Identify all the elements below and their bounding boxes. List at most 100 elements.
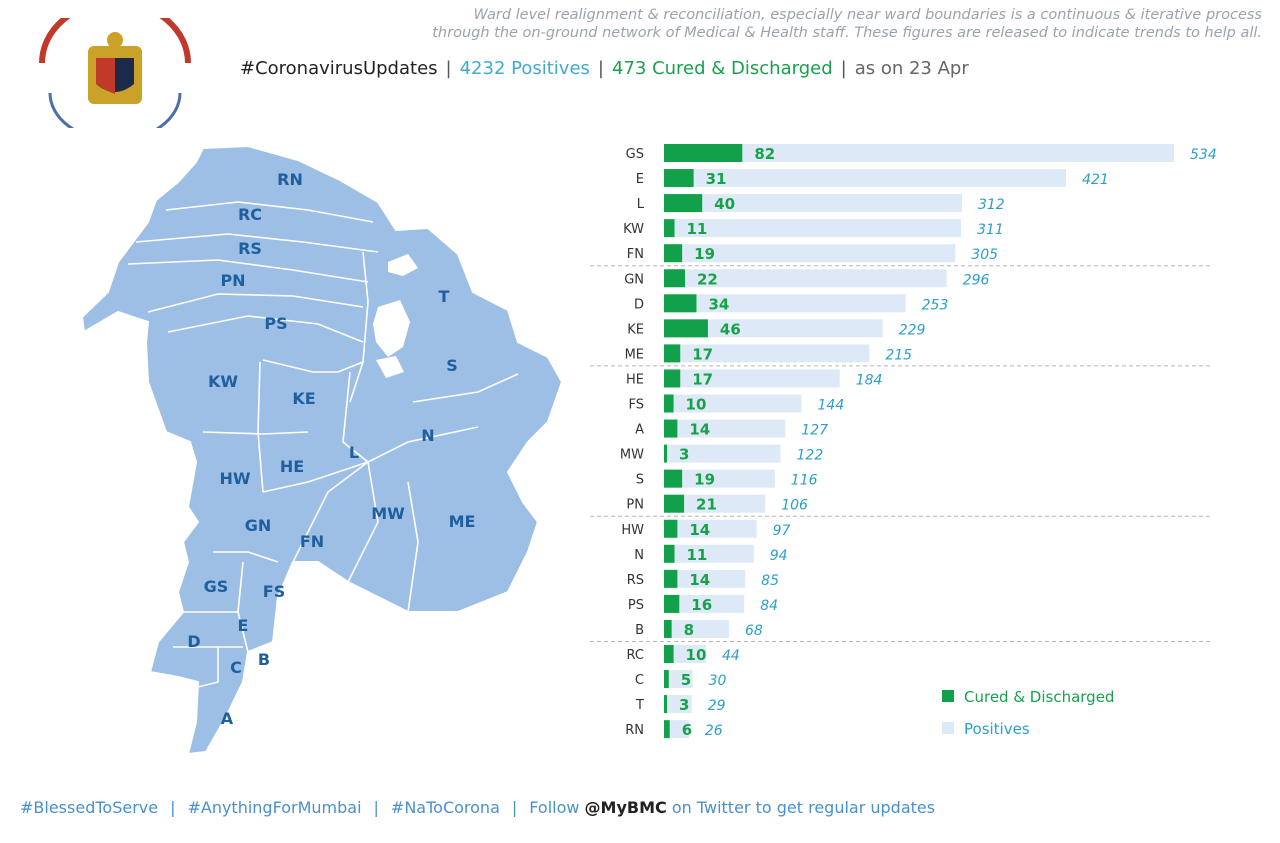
footer-hashtag-blessed[interactable]: #BlessedToServe <box>20 798 159 817</box>
cured-value-label: 82 <box>754 145 775 163</box>
ward-label: RN <box>277 170 303 189</box>
disclaimer-line-1: Ward level realignment & reconciliation,… <box>473 7 1262 23</box>
map-landmass <box>80 144 564 756</box>
positives-value-label: 127 <box>801 423 828 439</box>
category-label: MW <box>620 448 644 463</box>
footer-twitter-handle[interactable]: @MyBMC <box>584 798 667 817</box>
ward-boundary <box>202 431 309 435</box>
ward-label: B <box>258 650 270 669</box>
positives-bar <box>664 594 745 613</box>
positives-bar <box>664 194 962 213</box>
positives-value-label: 144 <box>818 398 845 414</box>
ward-label: E <box>238 616 249 635</box>
cured-bar <box>664 219 675 238</box>
category-label: FS <box>628 398 644 413</box>
logo-shield-red <box>96 58 115 94</box>
category-label: T <box>635 698 644 713</box>
category-label: A <box>635 423 644 438</box>
ward-label: L <box>349 443 359 462</box>
cured-bar <box>664 319 708 338</box>
disclaimer-line-2: through the on-ground network of Medical… <box>432 25 1262 41</box>
positives-value-label: 312 <box>978 197 1005 213</box>
ward-boundary <box>197 647 219 688</box>
positives-bar <box>664 494 766 513</box>
positives-bar <box>664 319 883 338</box>
positives-bar <box>664 544 754 563</box>
ward-boundary <box>135 233 379 253</box>
ward-label: N <box>421 426 434 445</box>
logo-arc-text <box>39 18 191 64</box>
positives-bar <box>664 369 840 388</box>
cured-value-label: 8 <box>684 621 694 639</box>
bmc-logo <box>39 18 191 128</box>
category-label: FN <box>627 247 644 262</box>
positives-value-label: 30 <box>709 673 727 689</box>
positives-value-label: 229 <box>899 322 926 338</box>
cured-value-label: 3 <box>679 696 689 714</box>
positives-value-label: 116 <box>791 473 818 489</box>
positives-bar <box>664 670 693 689</box>
cured-value-label: 17 <box>692 370 713 388</box>
ward-label: C <box>230 658 242 677</box>
category-label: HE <box>626 372 644 387</box>
ward-label: GN <box>245 516 272 535</box>
cured-bar <box>664 695 667 714</box>
ward-boundaries <box>127 201 519 688</box>
legend-positives-swatch <box>942 722 954 734</box>
positives-value-label: 215 <box>885 347 912 363</box>
cured-value-label: 31 <box>706 170 727 188</box>
ward-boundary <box>292 461 369 563</box>
ward-label: RC <box>238 205 262 224</box>
positives-value-label: 534 <box>1190 147 1217 163</box>
positives-value-label: 29 <box>708 698 726 714</box>
category-label: D <box>634 297 644 312</box>
positives-value-label: 296 <box>963 272 990 288</box>
logo-crest <box>107 32 123 48</box>
cured-bar <box>664 494 685 513</box>
positives-value-label: 122 <box>797 448 824 464</box>
ward-label: PS <box>264 314 287 333</box>
cured-bar <box>664 419 678 438</box>
category-label: RC <box>627 648 644 663</box>
category-label: PN <box>626 498 644 513</box>
cured-value-label: 11 <box>687 220 708 238</box>
cured-bar <box>664 670 669 689</box>
footer-follow: Follow <box>529 798 580 817</box>
ward-boundary <box>213 551 279 563</box>
footer-hashtag-anything[interactable]: #AnythingForMumbai <box>187 798 362 817</box>
map-lake <box>373 300 410 357</box>
positives-value-label: 184 <box>856 372 883 388</box>
ward-label: HW <box>219 469 250 488</box>
disclaimer: Ward level realignment & reconciliation,… <box>222 6 1262 42</box>
positives-bar <box>664 519 757 538</box>
footer-separator: | <box>373 798 379 817</box>
ward-label: A <box>221 709 234 728</box>
positives-bar <box>664 344 870 363</box>
positives-bar <box>664 169 1067 188</box>
positives-value-label: 26 <box>705 723 723 739</box>
positives-bar <box>664 269 947 288</box>
headline-cured: 473 Cured & Discharged <box>612 58 833 79</box>
legend-cured-swatch <box>942 690 954 702</box>
cured-value-label: 3 <box>679 446 689 464</box>
cured-value-label: 19 <box>694 471 715 489</box>
footer-hashtag-natocorona[interactable]: #NaToCorona <box>390 798 500 817</box>
category-label: N <box>634 548 644 563</box>
footer-tail: on Twitter to get regular updates <box>671 798 936 817</box>
positives-value-label: 311 <box>977 222 1004 238</box>
cured-value-label: 17 <box>692 345 713 363</box>
category-label: B <box>635 623 644 638</box>
cured-value-label: 22 <box>697 270 718 288</box>
ward-boundary <box>167 315 364 343</box>
positives-bar <box>664 144 1174 162</box>
ward-label: MW <box>371 504 405 523</box>
positives-bar <box>664 695 692 714</box>
positives-value-label: 305 <box>971 247 998 263</box>
positives-bar <box>664 619 729 638</box>
logo-bottom-arc <box>48 92 182 128</box>
cured-value-label: 34 <box>708 295 729 313</box>
cured-bar <box>664 369 681 388</box>
cured-value-label: 14 <box>689 521 710 539</box>
positives-bar <box>664 645 707 663</box>
cured-value-label: 14 <box>689 421 710 439</box>
